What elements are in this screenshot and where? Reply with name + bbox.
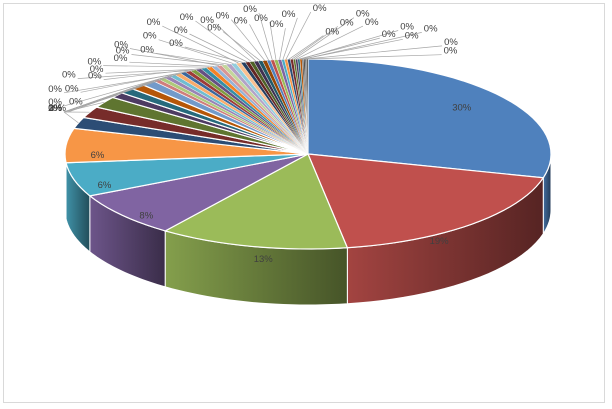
data-label-5: 6% — [91, 150, 105, 161]
data-label-32: 0% — [180, 12, 194, 23]
pie-slice-2 — [163, 153, 349, 250]
data-label-22: 0% — [88, 71, 102, 82]
leader-line-24 — [129, 61, 215, 67]
data-label-27: 0% — [140, 44, 154, 55]
data-label-26: 0% — [116, 46, 130, 57]
data-label-11: 1% — [48, 103, 62, 114]
leader-line-28 — [158, 39, 234, 64]
data-label-4: 6% — [98, 180, 112, 191]
leader-line-38 — [269, 21, 277, 60]
data-label-3: 8% — [139, 211, 153, 222]
leader-lines — [63, 11, 443, 124]
data-label-31: 0% — [174, 25, 188, 36]
data-label-2: 13% — [254, 254, 274, 265]
data-label-0: 30% — [452, 103, 472, 114]
pie-slice-5 — [64, 127, 309, 164]
data-label-20: 0% — [62, 70, 76, 81]
data-label-16: 0% — [48, 97, 62, 108]
data-label-48: 0% — [405, 30, 419, 41]
data-label-40: 0% — [282, 9, 296, 20]
leader-line-18 — [84, 72, 183, 106]
pie-slice-3 — [88, 153, 309, 232]
leader-line-51 — [307, 54, 442, 60]
leader-line-16 — [63, 74, 172, 107]
leader-line-39 — [279, 28, 286, 60]
data-label-47: 0% — [400, 22, 414, 33]
leader-line-41 — [285, 11, 312, 60]
data-label-28: 0% — [143, 31, 157, 42]
data-label-41: 0% — [313, 4, 327, 14]
data-label-29: 0% — [147, 17, 161, 28]
leader-line-47 — [300, 30, 399, 60]
data-label-35: 0% — [216, 11, 230, 22]
leader-line-26 — [131, 54, 224, 66]
data-label-38: 0% — [254, 13, 268, 24]
leader-line-30 — [184, 46, 244, 63]
data-label-17: 0% — [48, 84, 62, 95]
leader-line-45 — [296, 25, 364, 60]
data-label-42: 0% — [325, 27, 339, 38]
data-label-39: 0% — [270, 19, 284, 30]
data-label-21: 0% — [90, 64, 104, 75]
data-labels: 30%19%13%8%6%6%2%2%2%1%1%1%1%0%0%0%0%0%0… — [48, 4, 471, 265]
data-label-33: 0% — [200, 15, 214, 26]
data-label-49: 0% — [424, 23, 438, 34]
data-label-12: 1% — [48, 103, 62, 114]
leader-line-34 — [222, 31, 261, 62]
leader-line-40 — [282, 17, 298, 60]
leader-line-36 — [249, 24, 270, 61]
pie-slice-4 — [65, 153, 309, 197]
leader-line-35 — [231, 19, 265, 61]
data-label-23: 0% — [87, 57, 101, 68]
data-label-51: 0% — [444, 46, 458, 57]
data-label-6: 2% — [48, 103, 62, 114]
leader-line-43 — [291, 26, 339, 60]
data-label-44: 0% — [356, 9, 370, 20]
data-label-8: 2% — [48, 103, 62, 114]
leader-line-14 — [63, 77, 162, 113]
leader-line-44 — [294, 17, 355, 60]
data-label-18: 0% — [69, 97, 83, 108]
pie-top-layer — [64, 58, 552, 250]
data-label-15: 0% — [52, 103, 66, 114]
data-label-14: 0% — [48, 103, 62, 114]
leader-line-21 — [105, 68, 199, 74]
leader-line-33 — [215, 23, 257, 62]
data-label-10: 1% — [48, 103, 62, 114]
data-label-45: 0% — [365, 17, 379, 28]
data-label-1: 19% — [430, 236, 450, 247]
data-label-25: 0% — [114, 40, 128, 51]
pie-slice-0 — [307, 58, 552, 179]
leader-line-42 — [288, 35, 324, 60]
data-label-50: 0% — [444, 37, 458, 48]
data-label-13: 0% — [48, 103, 62, 114]
leader-line-50 — [305, 45, 443, 60]
data-label-30: 0% — [169, 38, 183, 49]
leader-line-23 — [103, 65, 210, 68]
leader-line-32 — [195, 20, 252, 62]
leader-line-19 — [80, 71, 188, 93]
data-label-19: 0% — [65, 83, 79, 94]
leader-line-29 — [162, 25, 239, 64]
data-label-46: 0% — [382, 29, 396, 40]
pie-slice-1 — [307, 153, 545, 249]
data-label-9: 1% — [48, 103, 62, 114]
leader-line-31 — [189, 33, 248, 63]
leader-line-27 — [155, 52, 229, 65]
leader-line-37 — [258, 12, 273, 61]
chart-area: 30% 19% 13% 8% 6% 6% 2% 2% 2% 1% 1% 1% 1% 0% 0% 0% 0% 0% 0… — [3, 3, 605, 403]
leader-line-49 — [304, 32, 422, 60]
data-label-7: 2% — [48, 103, 62, 114]
pie-chart: 30%19%13%8%6%6%2%2%2%1%1%1%1%0%0%0%0%0%0… — [48, 4, 552, 306]
data-label-24: 0% — [114, 53, 128, 64]
data-label-37: 0% — [243, 4, 257, 15]
data-label-43: 0% — [340, 17, 354, 28]
data-label-36: 0% — [234, 15, 248, 26]
leader-line-6 — [63, 111, 79, 124]
leader-line-22 — [103, 67, 204, 80]
leader-line-8 — [63, 101, 105, 113]
data-label-34: 0% — [207, 23, 221, 34]
